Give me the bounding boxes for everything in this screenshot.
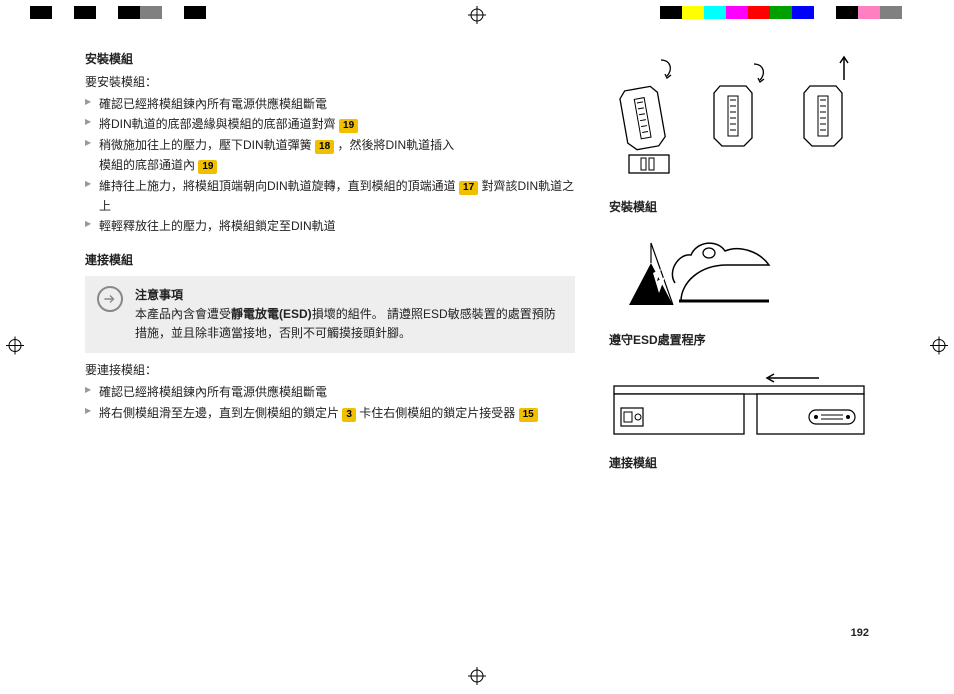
connect-steps: 確認已經將模組鍊內所有電源供應模組斷電將右側模組滑至左邊，直到左側模組的鎖定片 … <box>85 382 575 423</box>
page-content: 安裝模組 要安裝模組： 確認已經將模組鍊內所有電源供應模組斷電將DIN軌道的底部… <box>85 50 869 634</box>
install-intro: 要安裝模組： <box>85 73 575 90</box>
color-swatch <box>748 6 770 19</box>
left-column: 安裝模組 要安裝模組： 確認已經將模組鍊內所有電源供應模組斷電將DIN軌道的底部… <box>85 50 575 437</box>
color-swatch <box>140 6 162 19</box>
connect-title: 連接模組 <box>85 251 575 268</box>
color-swatch <box>118 6 140 19</box>
color-swatch <box>704 6 726 19</box>
list-item: 將DIN軌道的底部邊緣與模組的底部通道對齊 19 <box>85 114 575 134</box>
esd-illustration <box>609 233 869 323</box>
reference-tag: 3 <box>342 408 356 422</box>
color-swatch <box>52 6 74 19</box>
reference-tag: 18 <box>315 140 334 154</box>
install-title: 安裝模組 <box>85 50 575 67</box>
notice-bold-term: 靜電放電(ESD) <box>231 307 312 321</box>
notice-title: 注意事項 <box>135 286 563 305</box>
color-swatch <box>682 6 704 19</box>
install-steps: 確認已經將模組鍊內所有電源供應模組斷電將DIN軌道的底部邊緣與模組的底部通道對齊… <box>85 94 575 237</box>
color-swatch <box>880 6 902 19</box>
registration-mark-top <box>468 6 486 27</box>
connect-illustration <box>609 366 869 446</box>
connect-intro: 要連接模組： <box>85 361 575 378</box>
reference-tag: 19 <box>339 119 358 133</box>
color-swatch <box>814 6 836 19</box>
color-swatch <box>184 6 206 19</box>
arrow-right-icon <box>97 286 123 312</box>
list-item: 確認已經將模組鍊內所有電源供應模組斷電 <box>85 382 575 402</box>
list-item: 將右側模組滑至左邊，直到左側模組的鎖定片 3 卡住右側模組的鎖定片接受器 15 <box>85 403 575 423</box>
color-swatch <box>792 6 814 19</box>
registration-mark-bottom <box>468 667 486 688</box>
print-marks <box>0 0 954 30</box>
color-swatch <box>660 6 682 19</box>
esd-caption: 遵守ESD處置程序 <box>609 331 869 348</box>
notice-text: 本產品內含會遭受靜電放電(ESD)損壞的組件。 請遵照ESD敏感裝置的處置預防措… <box>135 305 563 343</box>
registration-mark-left <box>6 337 24 358</box>
registration-mark-right <box>930 337 948 358</box>
color-swatch <box>96 6 118 19</box>
right-column: 安裝模組 遵守ESD處置程序 <box>609 50 869 489</box>
list-item: 稍微施加往上的壓力，壓下DIN軌道彈簧 18 ，然後將DIN軌道插入模組的底部通… <box>85 135 575 176</box>
list-item: 維持往上施力，將模組頂端朝向DIN軌道旋轉，直到模組的頂端通道 17 對齊該DI… <box>85 176 575 217</box>
notice-body: 注意事項 本產品內含會遭受靜電放電(ESD)損壞的組件。 請遵照ESD敏感裝置的… <box>135 286 563 344</box>
list-item: 確認已經將模組鍊內所有電源供應模組斷電 <box>85 94 575 114</box>
color-swatch <box>30 6 52 19</box>
color-bar-left <box>30 6 206 19</box>
notice-box: 注意事項 本產品內含會遭受靜電放電(ESD)損壞的組件。 請遵照ESD敏感裝置的… <box>85 276 575 354</box>
color-swatch <box>836 6 858 19</box>
reference-tag: 15 <box>519 408 538 422</box>
color-swatch <box>74 6 96 19</box>
install-illustration <box>609 50 869 190</box>
color-swatch <box>858 6 880 19</box>
color-swatch <box>902 6 924 19</box>
color-bar-right <box>660 6 924 19</box>
connect-caption: 連接模組 <box>609 454 869 471</box>
color-swatch <box>726 6 748 19</box>
color-swatch <box>162 6 184 19</box>
install-caption: 安裝模組 <box>609 198 869 215</box>
reference-tag: 19 <box>198 160 217 174</box>
page-number: 192 <box>851 627 869 639</box>
color-swatch <box>770 6 792 19</box>
list-item: 輕輕釋放往上的壓力，將模組鎖定至DIN軌道 <box>85 216 575 236</box>
reference-tag: 17 <box>459 181 478 195</box>
